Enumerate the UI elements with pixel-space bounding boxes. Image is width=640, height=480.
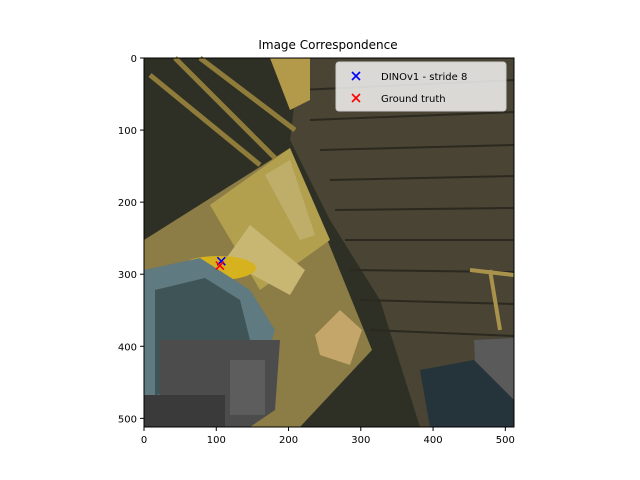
legend-item-dinov1: DINOv1 - stride 8 — [351, 71, 467, 83]
x-axis: 0 100 200 300 400 500 — [141, 427, 515, 446]
background-image — [144, 56, 515, 427]
legend-box — [335, 61, 507, 112]
legend-x-icon — [351, 71, 361, 81]
x-tick-label: 400 — [424, 435, 443, 446]
markers-layer — [215, 256, 226, 271]
x-tick-label: 500 — [496, 435, 515, 446]
y-tick-label: 0 — [131, 54, 137, 65]
x-tick-label: 0 — [141, 435, 147, 446]
plot-frame — [143, 57, 515, 428]
legend-marker-dinov1 — [351, 71, 361, 81]
legend-marker-ground-truth — [351, 93, 361, 103]
legend-x-icon — [351, 93, 361, 103]
y-tick-label: 400 — [118, 342, 137, 353]
x-tick-label: 200 — [279, 435, 298, 446]
legend-label-dinov1: DINOv1 - stride 8 — [381, 72, 467, 83]
y-axis: 0 100 200 300 400 500 — [118, 54, 144, 425]
chart-title: Image Correspondence — [258, 38, 397, 52]
legend-item-ground-truth: Ground truth — [351, 93, 446, 105]
x-tick-label: 100 — [207, 435, 226, 446]
y-tick-label: 200 — [118, 198, 137, 209]
legend: DINOv1 - stride 8 Ground truth — [335, 61, 507, 112]
x-tick-label: 300 — [351, 435, 370, 446]
y-tick-label: 500 — [118, 414, 137, 425]
data-point-ground-truth — [215, 260, 225, 271]
legend-label-ground-truth: Ground truth — [381, 94, 446, 105]
y-tick-label: 300 — [118, 270, 137, 281]
y-tick-label: 100 — [118, 126, 137, 137]
plot-area — [143, 56, 515, 428]
